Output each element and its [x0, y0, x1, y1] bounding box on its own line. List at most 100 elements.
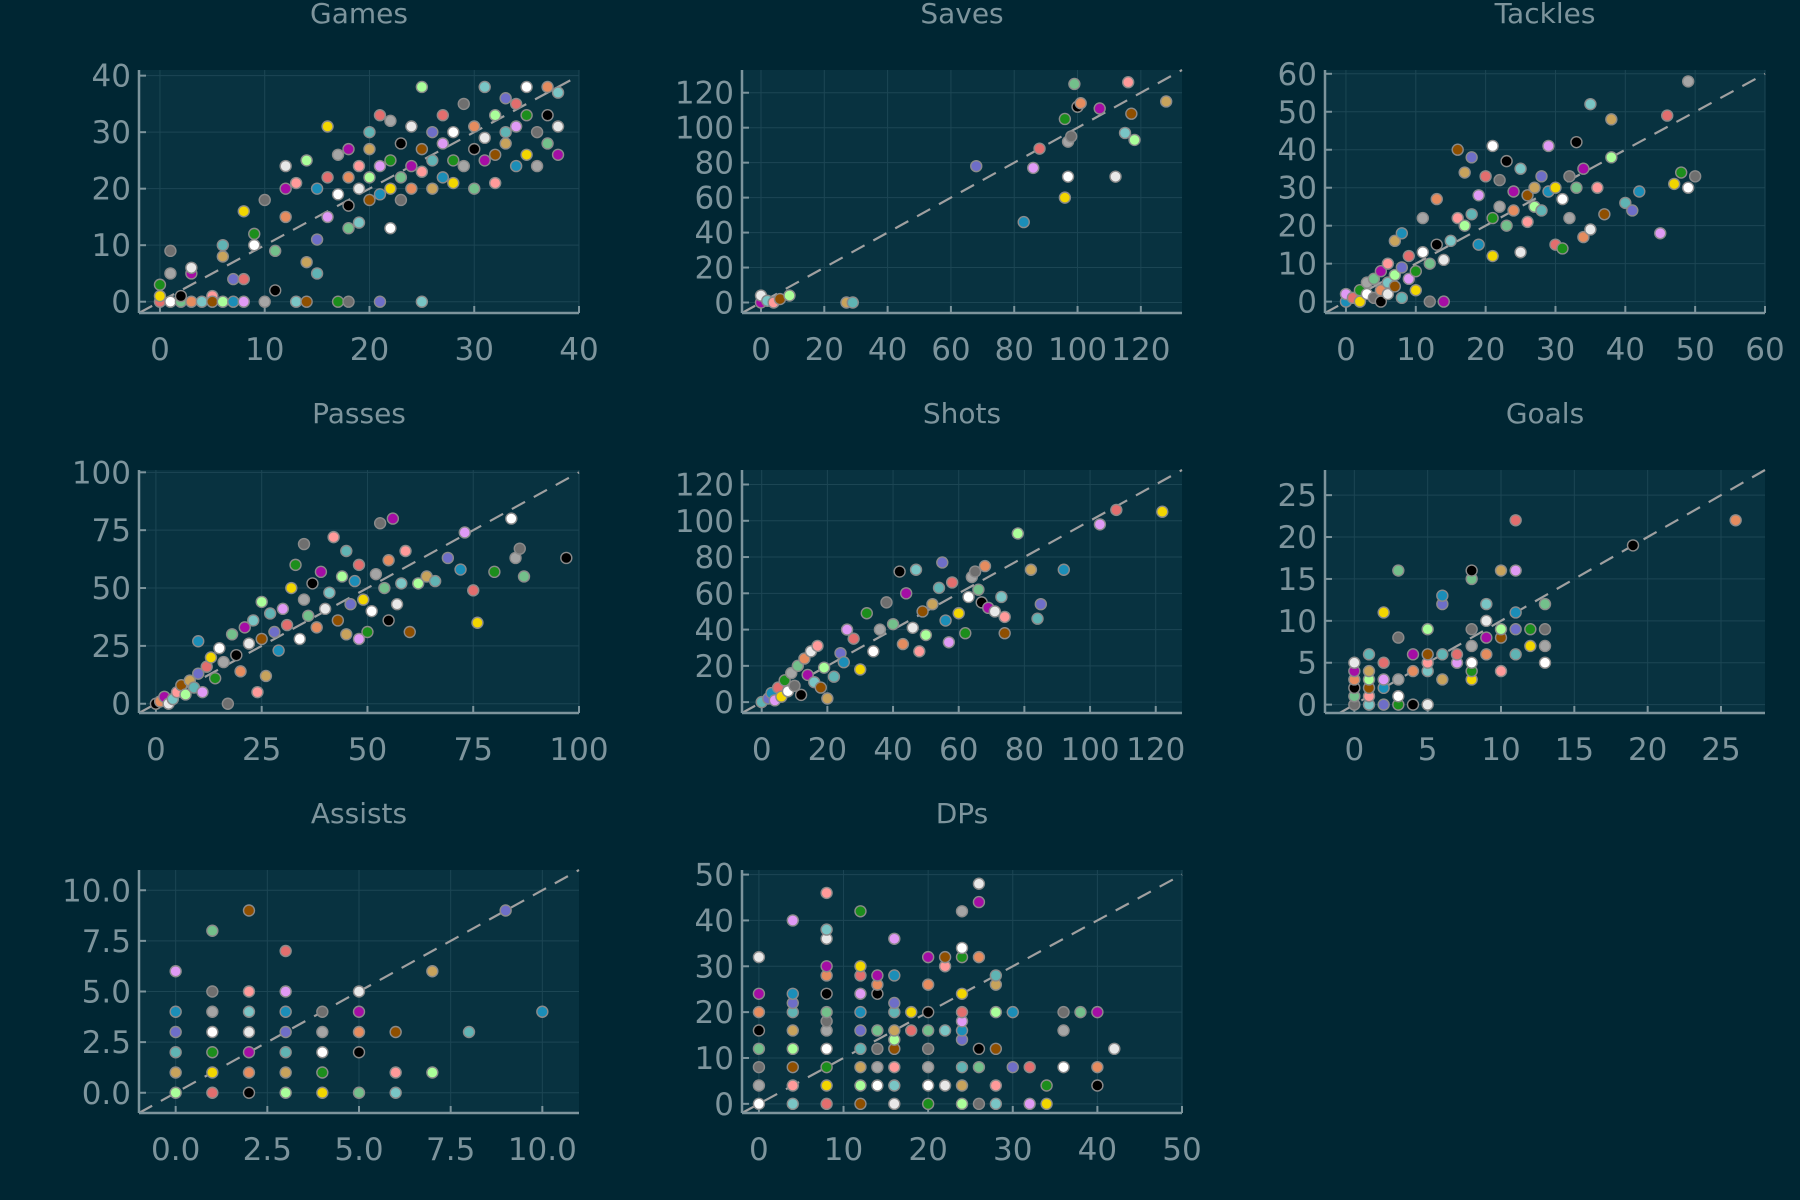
data-point: [854, 1097, 867, 1111]
data-point: [1437, 253, 1450, 267]
data-point: [1465, 208, 1478, 221]
data-point: [536, 1005, 549, 1018]
data-point: [1507, 204, 1520, 217]
data-point: [1542, 139, 1555, 153]
x-tick-label: 120: [1111, 332, 1170, 368]
data-point: [1118, 126, 1132, 140]
data-point: [509, 120, 523, 133]
x-tick-label: 15: [1555, 732, 1594, 768]
data-point: [185, 261, 198, 274]
x-tick-label: 20: [808, 732, 847, 768]
data-point: [854, 663, 867, 676]
data-point: [1688, 170, 1702, 183]
data-point: [752, 1060, 766, 1074]
data-point: [1450, 648, 1464, 661]
data-point: [820, 886, 833, 900]
data-point: [888, 1024, 901, 1037]
data-point: [279, 210, 292, 224]
data-point: [1381, 257, 1395, 270]
x-tick-label: 40: [873, 732, 912, 768]
data-point: [1465, 564, 1478, 577]
data-point: [942, 636, 956, 649]
data-point: [1486, 139, 1499, 153]
data-point: [415, 142, 429, 156]
data-point: [1423, 257, 1436, 270]
data-point: [1033, 142, 1046, 155]
y-tick-label: 100: [675, 111, 734, 147]
x-tick-label: 0: [752, 732, 772, 768]
data-point: [316, 1086, 329, 1099]
data-point: [820, 1042, 833, 1056]
data-point: [752, 1024, 766, 1037]
data-point: [279, 944, 292, 958]
data-point: [1591, 181, 1604, 194]
data-point: [192, 635, 205, 648]
data-point: [169, 1025, 182, 1039]
y-tick-label: 5: [1297, 646, 1317, 682]
data-point: [1091, 1005, 1104, 1019]
data-point: [1057, 1024, 1070, 1037]
data-point: [279, 182, 292, 195]
x-tick-label: 20: [1466, 332, 1505, 368]
data-point: [447, 154, 460, 167]
data-point: [871, 1024, 884, 1037]
data-point: [462, 1025, 476, 1039]
y-tick-label: 20: [695, 251, 734, 287]
data-point: [936, 556, 949, 569]
y-tick-label: 10: [1278, 247, 1317, 283]
x-tick-label: 80: [995, 332, 1034, 368]
data-point: [1436, 673, 1449, 686]
data-point: [1108, 1042, 1121, 1056]
data-point: [888, 932, 901, 945]
data-point: [293, 632, 306, 646]
data-point: [468, 182, 481, 195]
data-point: [1074, 97, 1087, 110]
x-tick-label: 7.5: [426, 1132, 475, 1168]
data-point: [1402, 249, 1416, 263]
data-point: [1395, 227, 1409, 240]
data-point: [280, 618, 294, 632]
data-point: [820, 1060, 833, 1074]
data-point: [998, 627, 1011, 640]
data-point: [921, 1060, 935, 1074]
data-point: [1421, 623, 1434, 636]
data-point: [384, 182, 397, 195]
data-point: [854, 987, 867, 1000]
y-tick-label: 7.5: [82, 924, 131, 960]
data-point: [1556, 242, 1569, 255]
data-point: [854, 1079, 867, 1092]
data-point: [1480, 614, 1493, 628]
data-point: [457, 97, 470, 111]
data-point: [888, 996, 901, 1010]
data-point: [541, 80, 554, 94]
data-point: [164, 295, 177, 308]
data-point: [169, 965, 182, 978]
data-point: [255, 632, 268, 646]
data-point: [752, 1079, 766, 1092]
data-point: [1128, 133, 1141, 147]
identity-line: [741, 469, 1183, 714]
data-point: [786, 1097, 799, 1111]
data-point: [412, 577, 425, 590]
y-tick-label: 120: [675, 76, 734, 112]
data-point: [394, 193, 408, 207]
data-point: [1110, 503, 1123, 517]
data-point: [871, 969, 884, 982]
data-point: [1023, 1060, 1036, 1074]
data-point: [426, 125, 439, 139]
data-point: [1480, 631, 1493, 644]
data-point: [955, 987, 969, 1000]
data-point: [279, 1025, 292, 1039]
data-point: [854, 1060, 867, 1074]
panel-title: Passes: [312, 397, 406, 430]
data-point: [786, 1042, 799, 1056]
y-tick-label: 0: [111, 285, 131, 321]
data-point: [237, 272, 250, 286]
data-point: [921, 1079, 935, 1092]
data-point: [560, 551, 573, 565]
y-tick-label: 0: [111, 687, 131, 723]
x-tick-label: 120: [1126, 732, 1185, 768]
data-point: [204, 651, 218, 664]
data-point: [357, 593, 370, 606]
y-tick-label: 60: [695, 576, 734, 612]
